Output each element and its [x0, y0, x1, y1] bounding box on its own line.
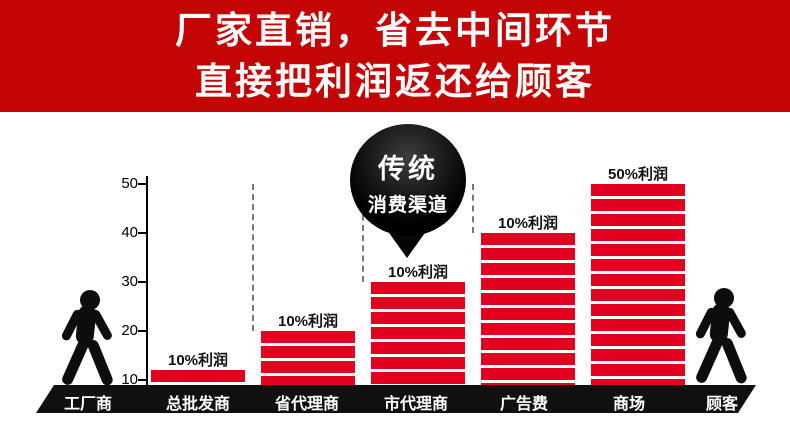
person-back-leg: [694, 336, 724, 385]
y-tick-label: 20: [121, 322, 138, 339]
grid-guide-line: [472, 184, 474, 233]
y-tick-mark: [138, 379, 147, 381]
y-axis-line: [146, 176, 148, 385]
person-head: [714, 288, 734, 308]
y-tick-mark: [138, 183, 147, 185]
channel-axis-bar: [36, 385, 756, 413]
y-tick-mark: [138, 232, 147, 234]
walking-person-left-icon: [50, 290, 122, 388]
channel-label: 广告费: [499, 396, 549, 413]
profit-bar: [261, 331, 355, 385]
channel-label: 市代理商: [383, 396, 449, 413]
person-head: [80, 290, 100, 310]
grid-guide-line: [252, 184, 254, 331]
person-front-leg: [720, 336, 749, 386]
channel-label: 商场: [612, 396, 646, 413]
channel-label: 工厂商: [63, 396, 113, 413]
bar-value-label: 10%利润: [497, 215, 559, 232]
balloon-title: 传统: [378, 154, 438, 184]
channel-label: 省代理商: [274, 396, 340, 413]
channel-label: 总批发商: [165, 396, 231, 413]
y-tick-mark: [138, 330, 147, 332]
profit-bar: [591, 184, 685, 385]
banner-line2: 直接把利润返还给顾客: [195, 61, 595, 102]
banner-line1: 厂家直销，省去中间环节: [175, 10, 615, 51]
bar-value-label: 50%利润: [607, 166, 669, 183]
profit-bar: [481, 233, 575, 385]
y-tick-label: 30: [121, 273, 138, 290]
balloon-subtitle: 消费渠道: [367, 195, 448, 216]
y-tick-label: 10: [121, 371, 138, 388]
traditional-channel-balloon: 传统 消费渠道: [350, 124, 466, 236]
person-front-leg: [86, 338, 115, 388]
banner: 厂家直销，省去中间环节 直接把利润返还给顾客: [0, 0, 790, 112]
bar-value-label: 10%利润: [167, 352, 229, 370]
channel-label: 顾客: [705, 396, 739, 413]
person-back-leg: [60, 338, 90, 387]
profit-bar: [151, 370, 245, 385]
walking-person-right-icon: [684, 288, 756, 386]
y-tick-mark: [138, 281, 147, 283]
grid-guide-line: [362, 184, 364, 282]
y-tick-label: 40: [121, 224, 138, 241]
bar-value-label: 10%利润: [277, 313, 339, 330]
bar-value-label: 10%利润: [387, 264, 449, 281]
profit-bar: [371, 282, 465, 385]
y-tick-label: 50: [121, 175, 138, 192]
